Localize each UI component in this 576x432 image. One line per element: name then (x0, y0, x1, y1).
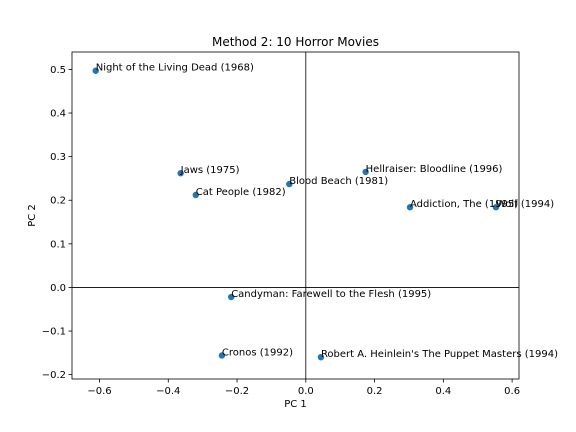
y-axis-ticks: −0.2 −0.1 0.0 0.1 0.2 0.3 0.4 0.5 (42, 65, 72, 381)
chart-title: Method 2: 10 Horror Movies (212, 35, 379, 49)
x-tick-label: 0.2 (367, 386, 383, 397)
data-point-label: Wolf (1994) (496, 199, 554, 210)
data-point (92, 67, 99, 74)
data-point-label: Cronos (1992) (222, 347, 293, 358)
data-point (286, 180, 293, 188)
y-tick-label: 0.3 (50, 152, 66, 163)
data-point (362, 168, 369, 176)
y-tick-label: 0.4 (50, 109, 66, 120)
x-tick-label: −0.6 (87, 386, 111, 397)
data-point-label: Jaws (1975) (180, 165, 240, 176)
x-axis-ticks: −0.6 −0.4 −0.2 0.0 0.2 0.4 0.6 (87, 379, 520, 397)
zero-lines (72, 52, 519, 379)
data-point-label: Cat People (1982) (196, 187, 286, 198)
data-point (228, 293, 235, 301)
data-points (92, 67, 500, 361)
data-point (192, 191, 199, 199)
x-tick-label: 0.0 (298, 386, 314, 397)
y-tick-label: 0.1 (50, 239, 66, 250)
x-tick-label: 0.4 (435, 386, 451, 397)
y-tick-label: −0.2 (42, 370, 66, 381)
data-point-label: Robert A. Heinlein's The Puppet Masters … (321, 349, 558, 360)
data-point-label: Addiction, The (1995) (410, 199, 518, 210)
y-tick-label: −0.1 (42, 327, 66, 338)
y-axis-label: PC 2 (27, 204, 38, 227)
data-point-label: Blood Beach (1981) (289, 176, 388, 187)
data-point (317, 354, 325, 361)
x-tick-label: 0.6 (504, 386, 520, 397)
x-tick-label: −0.4 (156, 386, 180, 397)
data-point (492, 204, 500, 211)
y-tick-label: 0.2 (50, 196, 66, 207)
data-point (177, 170, 184, 177)
x-tick-label: −0.2 (225, 386, 249, 397)
data-point-labels: Night of the Living Dead (1968) Jaws (197… (96, 63, 558, 360)
y-tick-label: 0.5 (50, 65, 66, 76)
y-tick-label: 0.0 (50, 283, 66, 294)
data-point-label: Night of the Living Dead (1968) (96, 63, 254, 74)
data-point (406, 204, 414, 211)
x-axis-label: PC 1 (284, 399, 307, 410)
data-point (218, 352, 226, 359)
data-point-label: Hellraiser: Bloodline (1996) (366, 164, 503, 175)
data-point-label: Candyman: Farewell to the Flesh (1995) (231, 289, 431, 300)
plot-area (71, 51, 520, 380)
